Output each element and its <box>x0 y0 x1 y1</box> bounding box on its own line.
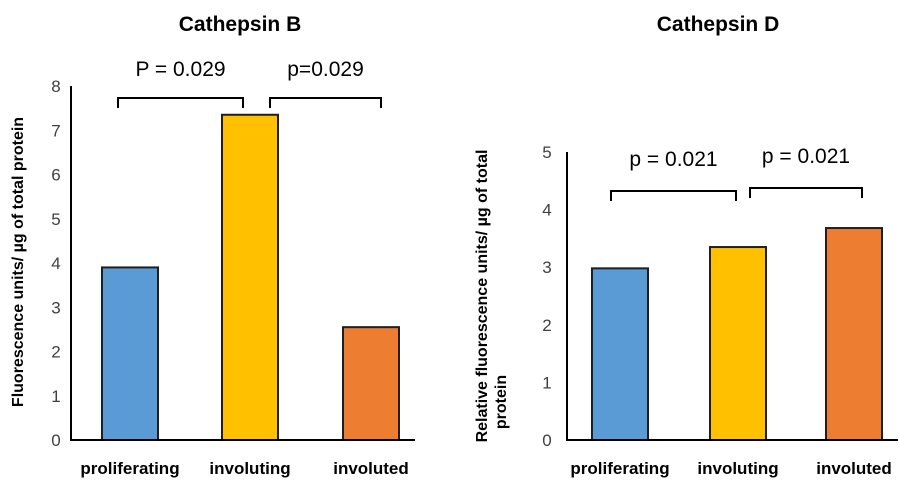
chart-d-y-tick-label: 4 <box>542 201 551 220</box>
chart-d-bar-involuted <box>825 227 883 441</box>
chart-cathepsin-d: Cathepsin D Relative fluorescence units/… <box>474 13 898 478</box>
chart-b-y-tick-label: 6 <box>51 166 60 185</box>
chart-d-y-tick-label: 0 <box>542 431 551 450</box>
chart-b-y-tick-label: 3 <box>51 298 60 317</box>
chart-d-y-tick-label: 2 <box>542 316 551 335</box>
chart-b-p-value-label: p=0.029 <box>287 58 364 81</box>
chart-d-category-label: involuting <box>697 459 778 478</box>
chart-b-significance-bracket <box>269 97 382 108</box>
chart-d-y-tick-label: 3 <box>542 258 551 277</box>
chart-b-y-tick-label: 4 <box>51 254 60 273</box>
chart-b-bar-involuted <box>342 326 400 442</box>
chart-b-y-tick-label: 5 <box>51 210 60 229</box>
chart-b-category-label: involuted <box>333 459 409 478</box>
chart-b-category-label: involuting <box>209 459 290 478</box>
chart-b-p-value-label: P = 0.029 <box>135 58 225 81</box>
chart-b-category-label: proliferating <box>80 459 179 478</box>
chart-d-bar-proliferating <box>591 267 649 441</box>
chart-b-significance-bracket <box>117 97 244 108</box>
chart-b-y-tick-label: 7 <box>51 121 60 140</box>
chart-d-y-tick-label: 1 <box>542 373 551 392</box>
chart-d-p-value-label: p = 0.021 <box>762 145 850 168</box>
chart-b-y-tick-label: 2 <box>51 343 60 362</box>
chart-d-significance-bracket <box>610 190 737 201</box>
chart-d-bar-involuting <box>709 246 767 441</box>
chart-b-y-axis-label: Fluorescence units/ µg of total protein <box>10 117 27 407</box>
chart-d-y-axis-label-line-2: protein <box>493 375 510 429</box>
chart-d-category-label: proliferating <box>570 459 669 478</box>
chart-cathepsin-b: Cathepsin B Fluorescence units/ µg of to… <box>10 13 415 478</box>
chart-b-y-tick-label: 0 <box>51 431 60 450</box>
chart-b-y-tick-label: 8 <box>51 77 60 96</box>
chart-b-y-tick-label: 1 <box>51 387 60 406</box>
chart-d-category-label: involuted <box>816 459 892 478</box>
chart-d-title: Cathepsin D <box>657 13 780 36</box>
chart-b-bar-involuting <box>221 113 279 441</box>
chart-d-p-value-label: p = 0.021 <box>629 148 717 171</box>
chart-b-bar-proliferating <box>101 266 159 441</box>
chart-d-y-tick-label: 5 <box>542 143 551 162</box>
chart-d-y-axis-label-line-1: Relative fluorescence units/ µg of total <box>474 150 491 443</box>
chart-d-significance-bracket <box>749 187 863 198</box>
chart-b-title: Cathepsin B <box>179 13 302 36</box>
